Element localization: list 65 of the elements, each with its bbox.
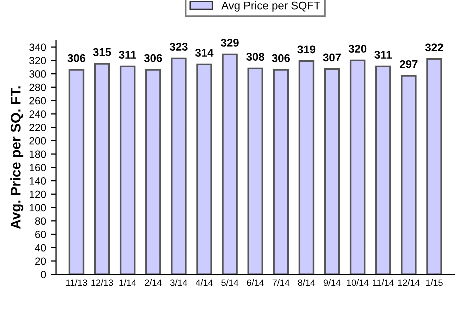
y-tick-label: 80 (35, 218, 46, 226)
y-tick-label: 120 (30, 190, 46, 198)
data-label: 308 (246, 53, 265, 61)
bar (171, 58, 187, 275)
bar (426, 58, 442, 275)
y-tick-label: 260 (30, 97, 46, 105)
y-tick-label: 60 (36, 231, 46, 238)
data-label: 319 (298, 46, 316, 54)
bar (324, 68, 340, 275)
bar (273, 69, 290, 275)
bar (68, 69, 85, 275)
y-tick-label: 340 (30, 44, 46, 52)
data-label: 320 (348, 45, 367, 53)
bar (120, 66, 136, 275)
bar (350, 60, 366, 275)
x-tick-label: 6/14 (247, 279, 264, 286)
y-axis-title: Avg. Price per SQ. FT. (10, 86, 24, 230)
data-label: 306 (68, 54, 86, 62)
bar (94, 63, 110, 275)
data-label: 311 (374, 51, 392, 59)
x-tick-label: 1/14 (120, 279, 136, 286)
data-label: 297 (400, 60, 418, 68)
bar (298, 60, 315, 275)
bar (222, 54, 238, 275)
bar (401, 75, 417, 275)
y-tick-label: 320 (30, 57, 46, 65)
x-tick-label: 11/13 (66, 279, 88, 286)
y-tick-label: 280 (30, 84, 46, 92)
x-tick-label: 8/14 (298, 279, 316, 286)
y-tick-label: 220 (30, 124, 46, 132)
y-tick-label: 20 (35, 258, 46, 266)
y-tick-label: 160 (30, 164, 46, 172)
y-tick-label: 0 (41, 271, 46, 278)
x-tick-label: 2/14 (145, 279, 162, 286)
x-tick-label: 4/14 (196, 279, 214, 286)
y-tick-label: 100 (30, 204, 46, 212)
bar (196, 64, 212, 275)
data-label: 306 (144, 54, 162, 62)
x-tick-label: 9/14 (324, 279, 341, 286)
bar (248, 68, 264, 275)
x-tick-label: 5/14 (222, 279, 239, 286)
data-label: 314 (195, 49, 214, 57)
data-label: 307 (323, 54, 342, 62)
data-label: 329 (221, 39, 239, 47)
y-tick-label: 180 (30, 150, 46, 158)
data-label: 315 (93, 48, 112, 56)
y-tick-label: 240 (30, 110, 46, 118)
y-tick-label: 300 (30, 70, 46, 78)
y-tick-label: 140 (30, 178, 46, 185)
data-label: 306 (272, 54, 290, 62)
x-tick-label: 3/14 (170, 279, 188, 286)
data-label: 311 (119, 51, 136, 59)
x-tick-label: 1/15 (426, 279, 443, 286)
x-tick-label: 7/14 (272, 279, 290, 286)
y-tick-label: 40 (35, 244, 46, 252)
x-tick-label: 11/14 (373, 279, 394, 286)
bar (146, 69, 162, 275)
data-label: 323 (170, 43, 188, 51)
legend-label: Avg Price per SQFT (222, 2, 321, 12)
x-tick-label: 12/13 (92, 279, 114, 286)
x-tick-label: 12/14 (398, 279, 420, 286)
bar (376, 66, 392, 275)
x-tick-label: 10/14 (347, 279, 369, 286)
y-tick-label: 200 (30, 137, 46, 145)
data-label: 322 (425, 44, 444, 52)
